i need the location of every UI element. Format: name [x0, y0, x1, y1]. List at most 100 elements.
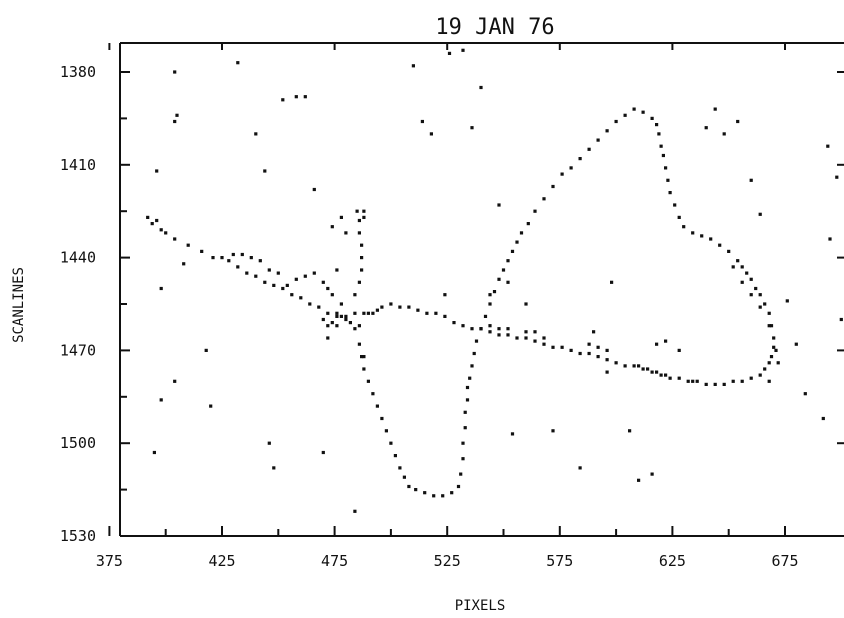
data-point	[497, 333, 501, 337]
data-point	[159, 286, 163, 291]
data-point	[173, 237, 177, 241]
data-point	[677, 376, 681, 380]
data-point	[506, 259, 510, 263]
data-point	[423, 491, 427, 495]
y-axis-ticks: 1380 1410 1440 1470 1500 1530	[60, 63, 844, 545]
data-point	[357, 231, 361, 235]
data-point	[655, 123, 659, 127]
data-point	[155, 169, 159, 173]
data-point	[384, 429, 388, 433]
data-point	[677, 348, 681, 352]
data-point	[380, 305, 384, 309]
data-point	[461, 324, 465, 328]
data-point	[655, 342, 659, 346]
data-point	[569, 348, 573, 352]
data-point	[650, 472, 654, 476]
data-point	[713, 382, 717, 386]
data-point	[447, 51, 452, 55]
data-point	[628, 429, 632, 433]
y-tick-label: 1500	[60, 434, 96, 452]
data-point	[632, 107, 636, 111]
data-point	[740, 265, 744, 269]
data-point	[434, 311, 438, 315]
data-point	[362, 311, 366, 315]
data-point	[186, 243, 190, 247]
data-point	[441, 494, 445, 498]
data-point	[794, 342, 798, 346]
data-point	[461, 48, 465, 52]
data-point	[432, 494, 436, 498]
data-point	[267, 268, 271, 272]
data-point	[587, 147, 591, 151]
y-tick-label: 1410	[60, 156, 96, 174]
data-point	[465, 398, 470, 402]
data-point	[152, 450, 156, 455]
data-point	[664, 373, 668, 377]
data-point	[668, 376, 672, 380]
data-point	[326, 286, 330, 291]
data-point	[526, 222, 530, 226]
data-point	[758, 293, 762, 297]
data-point	[709, 237, 713, 241]
data-point	[488, 324, 492, 328]
data-point	[303, 95, 307, 99]
data-point	[330, 321, 334, 325]
data-point	[704, 382, 708, 386]
data-point	[312, 187, 316, 192]
data-point	[463, 426, 467, 430]
data-point	[614, 119, 618, 124]
data-point	[686, 379, 690, 383]
data-point	[303, 274, 307, 278]
data-point	[393, 454, 397, 458]
data-point	[769, 355, 774, 359]
data-point	[551, 184, 555, 189]
data-point	[772, 345, 776, 349]
data-point	[587, 342, 591, 346]
data-point	[330, 225, 334, 229]
data-point	[353, 311, 357, 315]
data-point	[360, 256, 364, 260]
data-point	[326, 311, 330, 315]
data-point	[389, 441, 393, 445]
data-point	[414, 488, 418, 492]
data-point	[506, 327, 510, 331]
data-point	[375, 404, 379, 408]
data-point	[641, 367, 645, 371]
data-point	[763, 302, 767, 306]
data-point	[524, 330, 528, 334]
data-point	[371, 392, 375, 396]
x-tick-label: 675	[771, 552, 798, 570]
data-point	[425, 311, 429, 315]
data-point	[740, 280, 744, 284]
data-point	[578, 351, 582, 356]
data-point	[758, 212, 762, 216]
data-point	[339, 302, 343, 306]
data-point	[348, 321, 352, 325]
data-point	[362, 209, 366, 213]
data-point	[488, 302, 492, 306]
data-point	[344, 314, 348, 318]
data-point	[357, 218, 361, 223]
data-point	[700, 234, 704, 238]
data-point	[173, 119, 177, 124]
data-point	[704, 126, 708, 130]
data-point	[263, 280, 267, 284]
data-point	[380, 416, 384, 421]
data-point	[357, 280, 361, 284]
data-point	[754, 286, 758, 291]
data-point	[542, 342, 546, 346]
data-point	[835, 175, 839, 179]
data-point	[267, 441, 271, 445]
data-point	[785, 299, 789, 303]
data-point	[596, 345, 600, 349]
data-point	[463, 410, 467, 414]
data-point	[524, 302, 528, 306]
data-point	[605, 348, 609, 352]
data-point	[596, 355, 600, 359]
data-point	[150, 222, 154, 226]
data-point	[569, 166, 573, 170]
data-point	[461, 457, 465, 461]
data-point	[321, 280, 325, 284]
data-point	[335, 311, 339, 315]
